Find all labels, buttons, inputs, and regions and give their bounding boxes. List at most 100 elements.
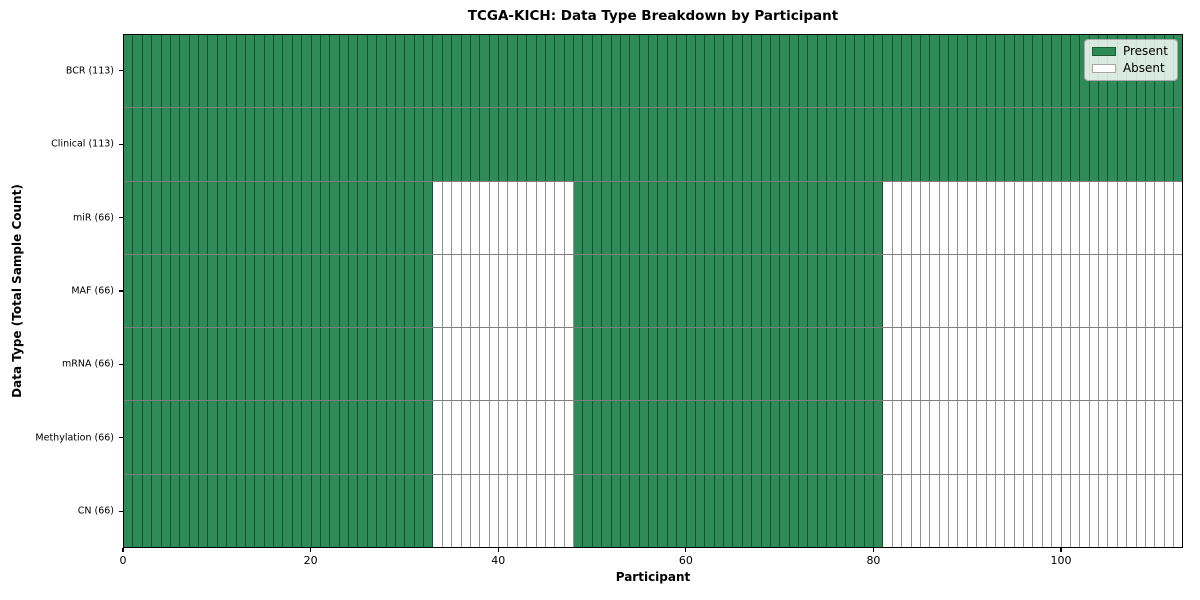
- heatmap-cell-present: [602, 181, 612, 254]
- heatmap-cell-present: [208, 35, 218, 108]
- heatmap-cell-present: [695, 35, 706, 108]
- heatmap-cell-absent: [555, 254, 565, 328]
- y-tick-label: MAF (66): [71, 285, 114, 297]
- heatmap-cell-present: [733, 401, 743, 474]
- heatmap-cell-present: [761, 474, 771, 547]
- heatmap-cell-present: [658, 254, 668, 328]
- heatmap-cell-absent: [433, 181, 443, 254]
- heatmap-cell-absent: [995, 328, 1006, 401]
- heatmap-cell-present: [339, 181, 349, 254]
- heatmap-cell-present: [208, 108, 218, 181]
- heatmap-cell-present: [283, 254, 293, 328]
- heatmap-cell-present: [236, 108, 246, 181]
- legend-label-absent: Absent: [1122, 61, 1165, 75]
- heatmap-cell-present: [639, 474, 649, 547]
- heatmap-cell-absent: [1127, 474, 1137, 547]
- heatmap-cell-present: [189, 35, 199, 108]
- heatmap-cell-absent: [967, 181, 978, 254]
- heatmap-cell-present: [133, 181, 143, 254]
- heatmap-cell-present: [180, 181, 190, 254]
- heatmap-cell-present: [1145, 108, 1156, 181]
- heatmap-cell-present: [1014, 35, 1024, 108]
- heatmap-cell-present: [377, 35, 387, 108]
- heatmap-cell-present: [311, 474, 321, 547]
- heatmap-cell-absent: [930, 328, 940, 401]
- heatmap-cell-absent: [1155, 474, 1165, 547]
- x-tick-label: 40: [491, 554, 506, 567]
- heatmap-cell-absent: [1099, 401, 1109, 474]
- heatmap-cell-absent: [1174, 181, 1183, 254]
- heatmap-cell-present: [245, 108, 256, 181]
- heatmap-cell-present: [864, 254, 874, 328]
- heatmap-cell-absent: [499, 181, 509, 254]
- heatmap-cell-present: [592, 108, 603, 181]
- heatmap-cell-present: [742, 401, 753, 474]
- heatmap-cell-absent: [1108, 328, 1118, 401]
- heatmap-cell-present: [995, 35, 1006, 108]
- heatmap-cell-present: [199, 401, 209, 474]
- heatmap-cell-present: [892, 35, 903, 108]
- legend-label-present: Present: [1122, 44, 1168, 58]
- heatmap-cell-present: [1005, 35, 1015, 108]
- heatmap-cell-present: [199, 181, 209, 254]
- heatmap-cell-present: [574, 108, 584, 181]
- heatmap-cell-present: [302, 181, 312, 254]
- heatmap-cell-present: [1136, 108, 1146, 181]
- heatmap-cell-absent: [433, 401, 443, 474]
- heatmap-cell-present: [658, 474, 668, 547]
- heatmap-cell-present: [367, 328, 378, 401]
- heatmap-cell-absent: [442, 474, 453, 547]
- heatmap-cell-present: [667, 181, 678, 254]
- heatmap-cell-present: [311, 254, 321, 328]
- heatmap-row: [124, 474, 1183, 547]
- heatmap-cell-present: [124, 474, 134, 547]
- heatmap-cell-absent: [1099, 254, 1109, 328]
- heatmap-cell-present: [874, 328, 884, 401]
- heatmap-cell-absent: [480, 328, 490, 401]
- heatmap-cell-absent: [1005, 254, 1015, 328]
- heatmap-cell-absent: [1136, 474, 1146, 547]
- heatmap-cell-absent: [1033, 254, 1043, 328]
- heatmap-cell-absent: [986, 181, 996, 254]
- heatmap-cell-present: [274, 181, 284, 254]
- heatmap-cell-present: [827, 401, 837, 474]
- heatmap-cell-present: [367, 108, 378, 181]
- heatmap-cell-present: [264, 108, 274, 181]
- heatmap-cell-present: [855, 254, 865, 328]
- heatmap-cell-present: [264, 474, 274, 547]
- heatmap-cell-present: [489, 108, 499, 181]
- heatmap-cell-present: [630, 254, 640, 328]
- heatmap-cell-present: [817, 328, 828, 401]
- heatmap-cell-present: [752, 108, 762, 181]
- heatmap-cell-absent: [564, 401, 574, 474]
- heatmap-cell-absent: [489, 401, 499, 474]
- heatmap-cell-present: [1024, 108, 1034, 181]
- heatmap-cell-absent: [442, 181, 453, 254]
- heatmap-cell-present: [461, 35, 471, 108]
- heatmap-cell-present: [330, 108, 340, 181]
- heatmap-cell-present: [555, 108, 565, 181]
- heatmap-cell-absent: [1070, 474, 1081, 547]
- heatmap-cell-present: [733, 474, 743, 547]
- heatmap-cell-present: [170, 474, 181, 547]
- y-tick-mark: [118, 70, 123, 72]
- heatmap-cell-present: [639, 254, 649, 328]
- heatmap-cell-present: [170, 108, 181, 181]
- heatmap-cell-present: [424, 254, 434, 328]
- heatmap-cell-present: [377, 474, 387, 547]
- heatmap-cell-present: [377, 254, 387, 328]
- heatmap-cell-absent: [545, 328, 556, 401]
- heatmap-cell-absent: [1174, 328, 1183, 401]
- heatmap-cell-present: [480, 35, 490, 108]
- heatmap-cell-present: [733, 181, 743, 254]
- heatmap-cell-absent: [508, 474, 518, 547]
- heatmap-cell-present: [649, 181, 659, 254]
- heatmap-cell-absent: [1155, 401, 1165, 474]
- heatmap-cell-present: [630, 35, 640, 108]
- heatmap-cell-present: [377, 401, 387, 474]
- heatmap-cell-present: [255, 474, 265, 547]
- legend: Present Absent: [1083, 39, 1178, 81]
- heatmap-cell-present: [142, 181, 153, 254]
- heatmap-cell-present: [977, 35, 987, 108]
